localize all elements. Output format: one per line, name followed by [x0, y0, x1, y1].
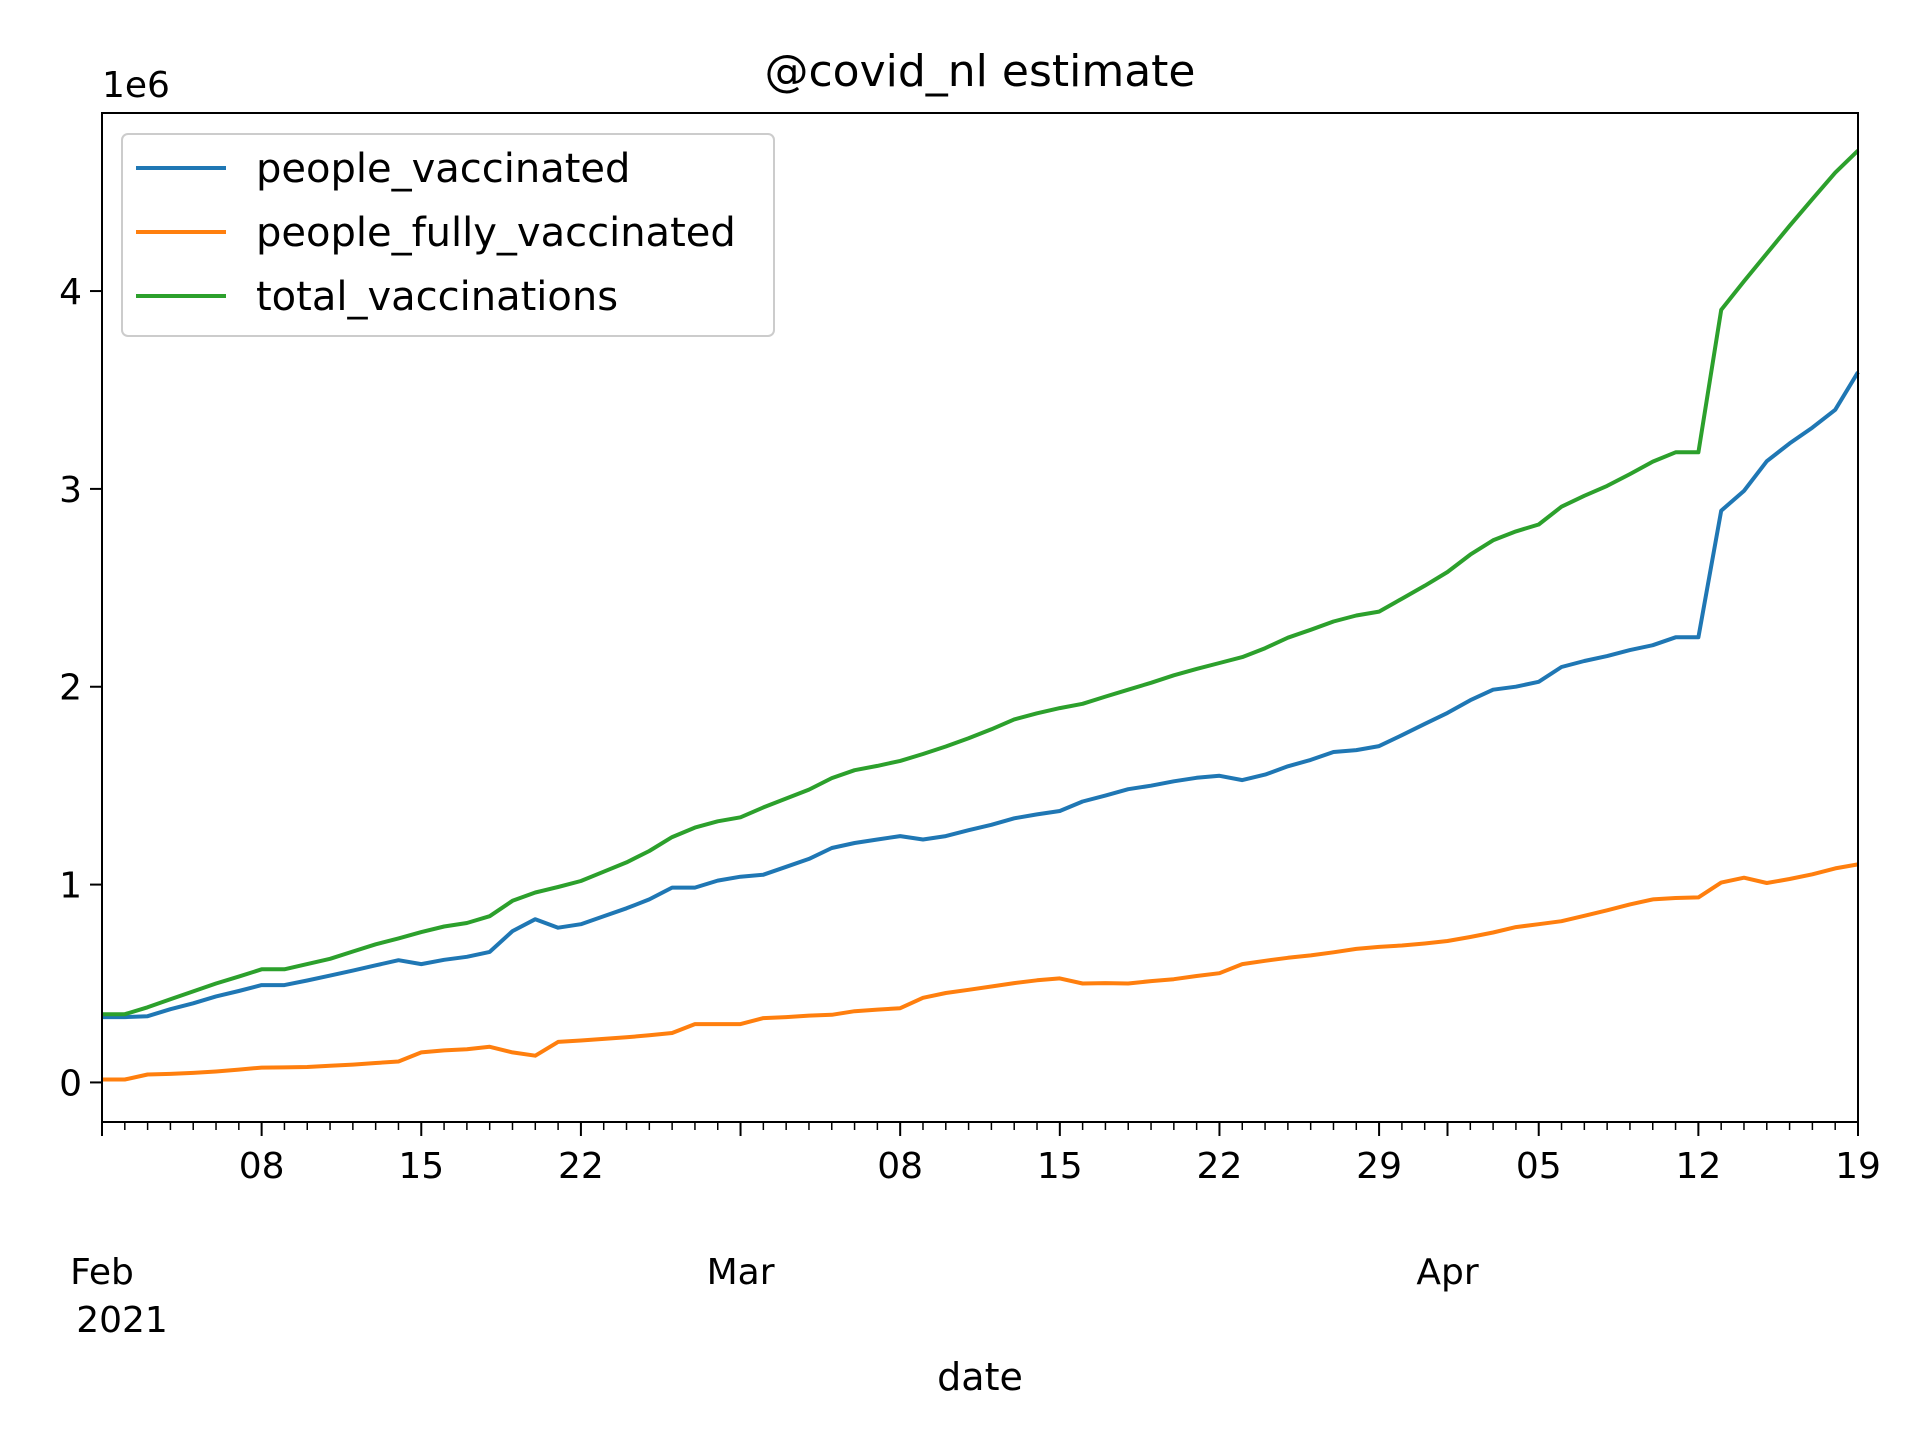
legend: people_vaccinated people_fully_vaccinated…: [121, 133, 775, 337]
legend-label-people-vaccinated: people_vaccinated: [256, 146, 630, 192]
legend-box: [121, 133, 775, 337]
x-month-label: Mar: [707, 1252, 775, 1293]
x-axis-minor-ticks: [101, 1122, 1859, 1130]
x-tick-label: 08: [877, 1146, 923, 1187]
chart-title: @covid_nl estimate: [764, 46, 1195, 97]
legend-label-total-vaccinations: total_vaccinations: [256, 274, 618, 320]
x-tick-label: 29: [1356, 1146, 1402, 1187]
x-tick-label: 22: [1197, 1146, 1243, 1187]
x-month-label: Feb: [70, 1252, 134, 1293]
x-axis: 08 15 22 08 15 22 29 05 12 19 Feb 2021 Mar Apr: [70, 1122, 1881, 1341]
x-year-label: 2021: [76, 1300, 168, 1341]
plot-area: [102, 149, 1860, 1082]
x-tick-label: 08: [239, 1146, 285, 1187]
plot-frame: [101, 112, 1859, 1123]
y-tick-label: 4: [59, 272, 82, 313]
x-month-label: Apr: [1416, 1252, 1478, 1293]
y-tick-label: 2: [59, 668, 82, 709]
legend-label-people-fully-vaccinated: people_fully_vaccinated: [256, 210, 736, 256]
y-axis: 0 1 2 3 4: [59, 272, 102, 1104]
y-tick-label: 1: [59, 866, 82, 907]
y-offset-label: 1e6: [102, 65, 170, 106]
x-tick-label: 19: [1835, 1146, 1881, 1187]
x-tick-label: 12: [1675, 1146, 1721, 1187]
x-axis-label: date: [937, 1355, 1023, 1399]
series-line-people-fully-vaccinated: [102, 862, 1859, 1082]
y-tick-label: 0: [59, 1063, 82, 1104]
x-tick-label: 15: [398, 1146, 444, 1187]
series-line-total-vaccinations: [102, 149, 1860, 1017]
series-line-people-vaccinated: [102, 371, 1860, 1020]
x-tick-label: 22: [558, 1146, 604, 1187]
y-tick-label: 3: [59, 470, 82, 511]
x-tick-label: 05: [1516, 1146, 1562, 1187]
x-tick-label: 15: [1037, 1146, 1083, 1187]
